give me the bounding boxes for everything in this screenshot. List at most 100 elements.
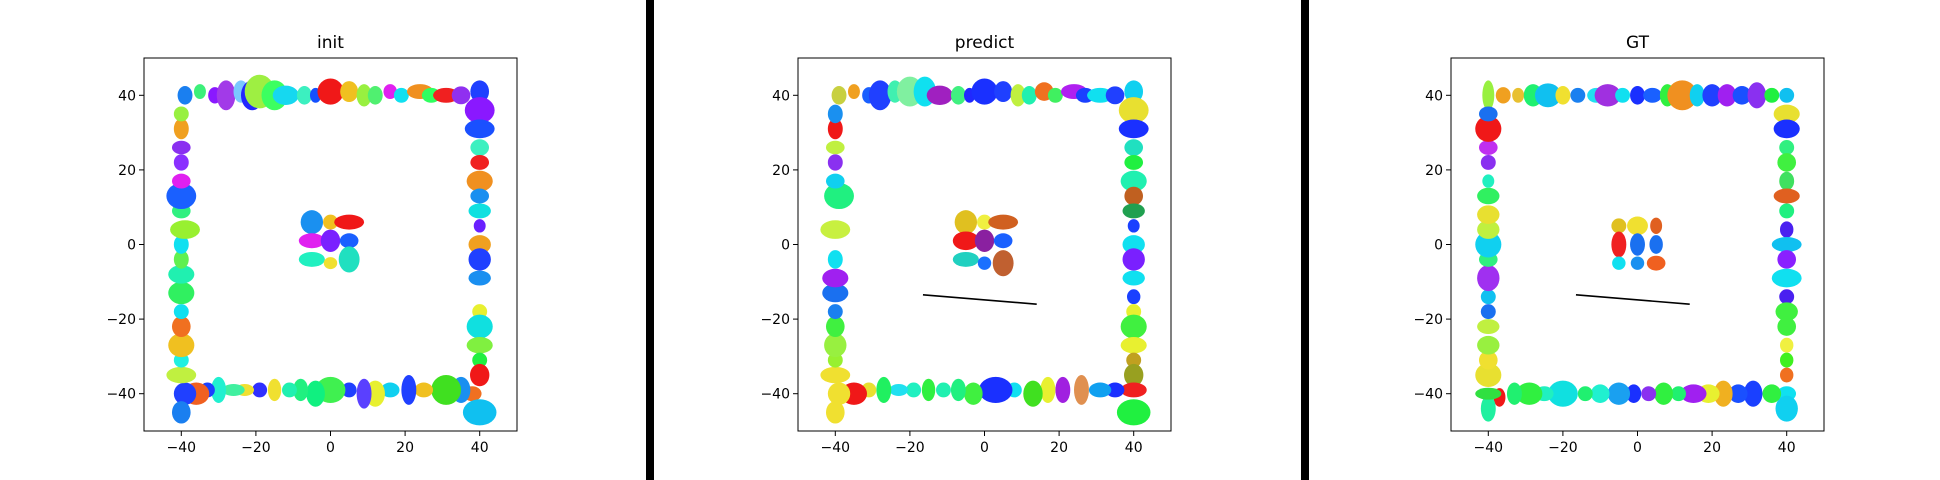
data-ellipse [1630,85,1645,105]
data-ellipse [1713,380,1733,407]
data-ellipse [468,270,491,286]
data-ellipse [356,84,372,107]
data-ellipse [170,220,200,239]
data-ellipse [1477,265,1500,292]
data-ellipse [1773,119,1800,139]
data-ellipse [298,233,325,249]
data-ellipse [168,265,195,284]
data-ellipse [950,378,966,402]
data-ellipse [974,229,995,252]
y-tick-label: 40 [118,88,136,104]
data-ellipse [317,78,344,105]
data-ellipse [1611,231,1627,258]
data-ellipse [282,382,297,398]
data-ellipse [1477,220,1500,239]
data-ellipse [1607,382,1631,405]
data-ellipse [1547,380,1578,407]
data-ellipse [1477,205,1500,224]
data-ellipse [868,80,892,111]
data-ellipse [1747,82,1767,109]
data-ellipse [1555,85,1571,105]
data-ellipse [827,104,843,124]
data-ellipse [340,81,359,103]
data-ellipse [1055,376,1071,404]
data-ellipse [1478,140,1498,155]
data-ellipse [334,214,365,230]
data-ellipse [988,214,1019,230]
x-tick-label: 20 [1050,440,1068,456]
data-ellipse [1779,367,1794,383]
data-ellipse [825,140,845,155]
data-ellipse [1118,97,1149,124]
y-tick-label: 0 [781,238,790,254]
data-ellipse [1649,235,1663,254]
data-ellipse [1516,382,1543,405]
data-ellipse [414,382,434,398]
data-ellipse [1779,289,1795,305]
data-ellipse [323,257,338,270]
data-ellipse [926,85,953,106]
x-tick-label: −20 [241,440,271,456]
data-ellipse [1124,139,1144,156]
data-ellipse [822,268,849,288]
data-ellipse [1021,85,1037,105]
data-ellipse [171,140,191,155]
chart-title: predict [955,33,1015,53]
y-tick-label: 40 [1425,88,1443,104]
data-ellipse [173,304,189,320]
x-tick-label: 40 [1125,440,1143,456]
data-ellipse [1512,87,1525,103]
data-ellipse [464,97,495,124]
data-ellipse [320,229,341,252]
data-ellipse [1643,87,1662,103]
data-ellipse [1590,384,1610,404]
data-ellipse [1475,363,1502,387]
data-ellipse [825,316,845,337]
x-tick-label: 0 [1633,440,1642,456]
separator-bar [1301,0,1309,480]
data-ellipse [1074,375,1089,405]
data-ellipse [1105,382,1125,398]
data-ellipse [472,352,488,368]
data-ellipse [1480,395,1496,422]
data-ellipse [168,333,195,358]
data-ellipse [1779,352,1794,368]
y-tick-label: −20 [106,312,136,328]
data-ellipse [827,382,851,405]
data-ellipse [936,382,951,398]
data-ellipse [473,219,486,233]
y-tick-label: 20 [772,163,790,179]
data-ellipse [1775,395,1798,422]
data-ellipse [383,84,397,100]
x-tick-label: −40 [1474,440,1504,456]
chart-panel: init −40 −20 0 20 40 40 20 0 −20 −40 [106,33,518,456]
data-ellipse [466,337,493,354]
data-ellipse [1482,174,1495,188]
data-ellipse [462,399,497,426]
data-ellipse [847,84,860,100]
data-ellipse [1702,84,1722,107]
data-ellipse [1777,250,1797,269]
data-ellipse [952,251,979,267]
data-ellipse [825,401,845,424]
trajectory-line [1575,294,1690,305]
data-ellipse [470,154,490,170]
data-ellipse [1667,80,1698,111]
data-ellipse [252,382,268,398]
data-ellipse [1480,304,1496,320]
x-tick-label: 0 [980,440,989,456]
data-ellipse [1478,350,1498,370]
data-ellipse [978,376,1013,404]
data-ellipse [1122,235,1145,254]
data-ellipse [177,85,193,105]
data-ellipse [1506,382,1522,405]
data-ellipse [267,378,282,402]
data-ellipse [827,154,843,171]
data-ellipse [1615,87,1631,103]
data-ellipse [173,235,189,254]
data-ellipse [470,80,490,103]
data-ellipse [1122,270,1145,286]
data-ellipse [889,384,909,396]
data-ellipse [211,376,227,404]
data-ellipse [1127,219,1140,233]
